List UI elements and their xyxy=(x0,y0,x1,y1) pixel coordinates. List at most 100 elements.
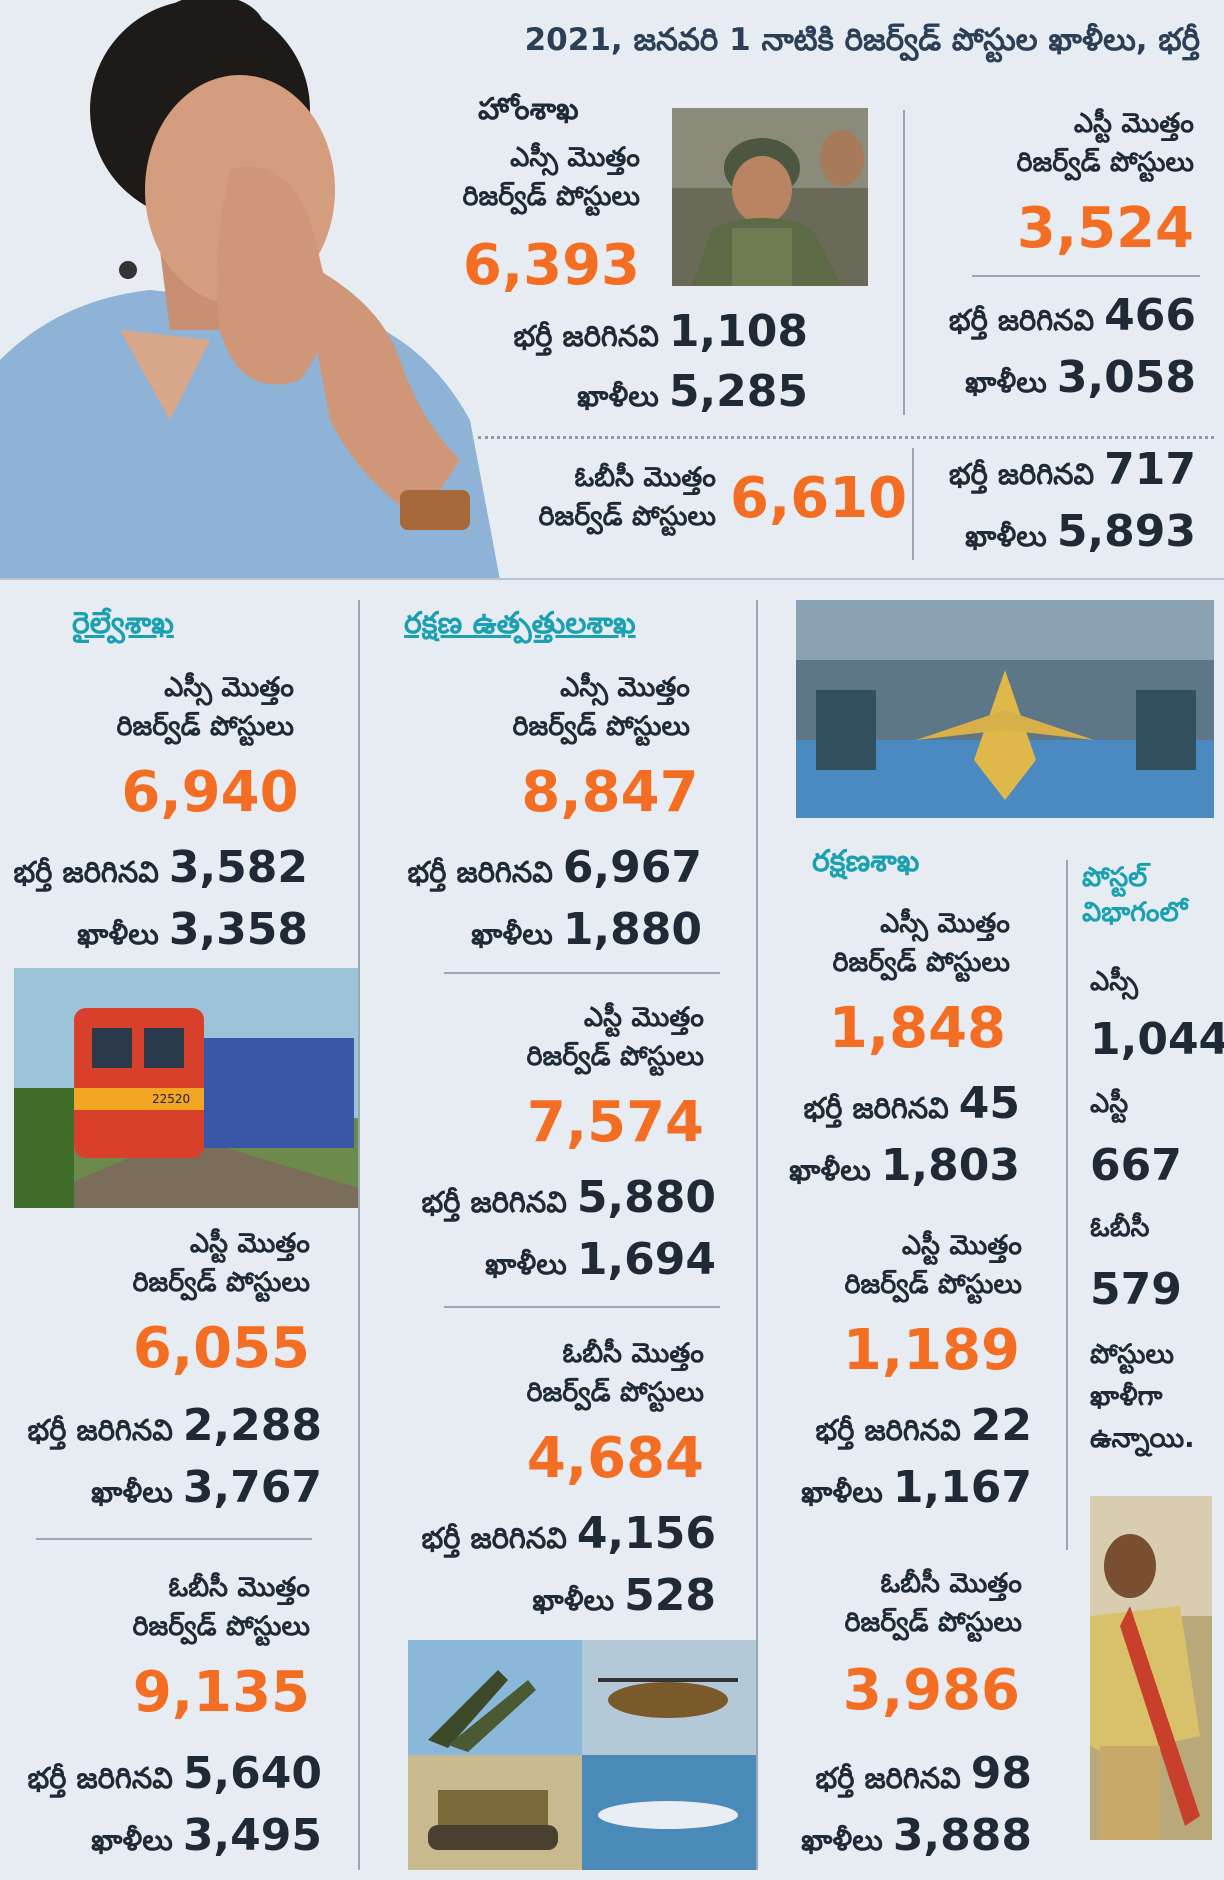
railway-obc-vacant: 3,495 xyxy=(182,1810,322,1861)
postal-note-line1: పోస్టులు xyxy=(1090,1339,1174,1370)
railway-sc-label: ఎస్సీ మొత్తం రిజర్వ్‌డ్ పోస్టులు xyxy=(40,668,294,746)
home-dept-title: హోంశాఖ xyxy=(478,92,579,127)
column-divider xyxy=(1066,860,1068,1550)
home-st-filled-row: భర్తీ జరిగినవి 466 xyxy=(900,290,1196,343)
divider xyxy=(444,1306,720,1308)
divider xyxy=(444,972,720,974)
divider xyxy=(36,1538,312,1540)
home-sc-total: 6,393 xyxy=(462,233,640,298)
vacant-text: ఖాళీలు xyxy=(471,917,553,951)
filled-text: భర్తీ జరిగినవి xyxy=(815,1413,961,1447)
reserved-posts-text: రిజర్వ్‌డ్ పోస్టులు xyxy=(512,711,690,743)
postal-note-line2: ఖాళీగా xyxy=(1090,1380,1163,1412)
postal-st-value: 667 xyxy=(1090,1140,1182,1191)
railway-sc-filled-row: భర్తీ జరిగినవి 3,582 xyxy=(4,842,308,895)
train-photo: 22520 xyxy=(14,968,358,1208)
reserved-posts-text: రిజర్వ్‌డ్ పోస్టులు xyxy=(538,501,716,533)
column-divider xyxy=(756,600,758,1870)
reserved-posts-text: రిజర్వ్‌డ్ పోస్టులు xyxy=(462,181,640,213)
def-sc-label: ఎస్సీ మొత్తం రిజర్వ్‌డ్ పోస్టులు xyxy=(790,904,1010,982)
vacant-text: ఖాళీలు xyxy=(532,1583,615,1617)
railway-st-label: ఎస్టీ మొత్తం రిజర్వ్‌డ్ పోస్టులు xyxy=(40,1224,310,1302)
def-obc-vacant-row: ఖాళీలు 3,888 xyxy=(770,1810,1032,1863)
home-obc-filled: 717 xyxy=(1104,444,1196,495)
defprod-sc-vacant-row: ఖాళీలు 1,880 xyxy=(380,904,702,957)
filled-text: భర్తీ జరిగినవి xyxy=(27,1761,173,1795)
def-st-vacant-row: ఖాళీలు 1,167 xyxy=(770,1462,1032,1515)
defprod-obc-vacant: 528 xyxy=(624,1570,716,1621)
sc-total-text: ఎస్సీ మొత్తం xyxy=(560,672,690,703)
vacant-text: ఖాళీలు xyxy=(485,1247,567,1281)
postal-title-line2: విభాగంలో xyxy=(1082,897,1188,929)
def-st-vacant: 1,167 xyxy=(892,1462,1032,1513)
railway-sc-filled: 3,582 xyxy=(168,842,308,893)
postal-st-label: ఎస్టీ xyxy=(1090,1088,1129,1119)
def-sc-filled-row: భర్తీ జరిగినవి 45 xyxy=(770,1078,1020,1131)
defprod-sc-filled: 6,967 xyxy=(562,842,702,893)
def-st-label: ఎస్టీ మొత్తం రిజర్వ్‌డ్ పోస్టులు xyxy=(790,1226,1022,1304)
filled-text: భర్తీ జరిగినవి xyxy=(421,1185,567,1219)
home-st-vacant: 3,058 xyxy=(1056,352,1196,403)
railway-st-filled-row: భర్తీ జరిగినవి 2,288 xyxy=(4,1400,322,1453)
st-total-text: ఎస్టీ మొత్తం xyxy=(901,1230,1022,1261)
weapons-collage-photo xyxy=(408,1640,756,1870)
def-st-total: 1,189 xyxy=(842,1318,1020,1383)
st-total-text: ఎస్టీ మొత్తం xyxy=(189,1228,310,1259)
filled-text: భర్తీ జరిగినవి xyxy=(407,855,553,889)
def-obc-filled: 98 xyxy=(970,1748,1032,1799)
def-sc-vacant: 1,803 xyxy=(880,1140,1020,1191)
page-title: 2021, జనవరి 1 నాటికి రిజర్వ్‌డ్ పోస్టుల … xyxy=(524,22,1200,58)
defprod-st-filled: 5,880 xyxy=(576,1172,716,1223)
defprod-obc-label: ఓబీసీ మొత్తం రిజర్వ్‌డ్ పోస్టులు xyxy=(440,1334,704,1412)
filled-text: భర్తీ జరిగినవి xyxy=(815,1761,961,1795)
reserved-posts-text: రిజర్వ్‌డ్ పోస్టులు xyxy=(132,1611,310,1643)
defprod-obc-filled: 4,156 xyxy=(576,1508,716,1559)
vacant-text: ఖాళీలు xyxy=(77,917,159,951)
vacant-text: ఖాళీలు xyxy=(801,1823,883,1857)
sc-total-text: ఎస్సీ మొత్తం xyxy=(510,142,640,173)
column-divider xyxy=(358,600,360,1870)
reserved-posts-text: రిజర్వ్‌డ్ పోస్టులు xyxy=(132,1267,310,1299)
filled-text: భర్తీ జరిగినవి xyxy=(27,1413,173,1447)
divider xyxy=(912,448,914,560)
defprod-obc-total: 4,684 xyxy=(526,1426,704,1491)
reserved-posts-text: రిజర్వ్‌డ్ పోస్టులు xyxy=(116,711,294,743)
defence-dept-title: రక్షణశాఖ xyxy=(812,844,920,879)
railway-sc-vacant-row: ఖాళీలు 3,358 xyxy=(4,904,308,957)
filled-text: భర్తీ జరిగినవి xyxy=(513,319,659,353)
home-sc-vacant-row: ఖాళీలు 5,285 xyxy=(420,366,808,419)
vacant-text: ఖాళీలు xyxy=(577,379,659,413)
railway-obc-total: 9,135 xyxy=(132,1660,310,1725)
railway-st-vacant: 3,767 xyxy=(182,1462,322,1513)
railway-st-total: 6,055 xyxy=(132,1316,310,1381)
postal-dept-title: పోస్టల్ విభాగంలో xyxy=(1082,860,1187,930)
obc-total-text: ఓబీసీ మొత్తం xyxy=(574,462,716,493)
postal-title-line1: పోస్టల్ xyxy=(1082,862,1148,893)
home-st-vacant-row: ఖాళీలు 3,058 xyxy=(900,352,1196,405)
home-sc-vacant: 5,285 xyxy=(668,366,808,417)
defprod-st-vacant: 1,694 xyxy=(576,1234,716,1285)
obc-total-text: ఓబీసీ మొత్తం xyxy=(562,1338,704,1369)
defprod-st-total: 7,574 xyxy=(526,1090,704,1155)
railway-st-vacant-row: ఖాళీలు 3,767 xyxy=(4,1462,322,1515)
home-sc-label: ఎస్సీ మొత్తం రిజర్వ్‌డ్ పోస్టులు xyxy=(390,138,640,216)
aircraft-factory-photo xyxy=(796,600,1214,818)
home-sc-filled-row: భర్తీ జరిగినవి 1,108 xyxy=(420,306,808,359)
sc-total-text: ఎస్సీ మొత్తం xyxy=(880,908,1010,939)
obc-total-text: ఓబీసీ మొత్తం xyxy=(168,1572,310,1603)
soldier-photo xyxy=(672,108,868,286)
filled-text: భర్తీ జరిగినవి xyxy=(948,303,1095,337)
vacant-text: ఖాళీలు xyxy=(91,1475,173,1509)
filled-text: భర్తీ జరిగినవి xyxy=(421,1521,567,1555)
defprod-sc-vacant: 1,880 xyxy=(562,904,702,955)
railway-dept-title: రైల్వేశాఖ xyxy=(72,606,174,641)
defprod-sc-label: ఎస్సీ మొత్తం రిజర్వ్‌డ్ పోస్టులు xyxy=(440,668,690,746)
obc-total-text: ఓబీసీ మొత్తం xyxy=(880,1568,1022,1599)
reserved-posts-text: రిజర్వ్‌డ్ పోస్టులు xyxy=(526,1377,704,1409)
defence-production-dept-title: రక్షణ ఉత్పత్తులశాఖ xyxy=(404,606,636,641)
st-total-text: ఎస్టీ మొత్తం xyxy=(1073,108,1194,139)
reserved-posts-text: రిజర్వ్‌డ్ పోస్టులు xyxy=(1016,147,1194,179)
home-st-label: ఎస్టీ మొత్తం రిజర్వ్‌డ్ పోస్టులు xyxy=(930,104,1194,182)
divider xyxy=(972,275,1200,277)
home-obc-filled-row: భర్తీ జరిగినవి 717 xyxy=(920,444,1196,497)
